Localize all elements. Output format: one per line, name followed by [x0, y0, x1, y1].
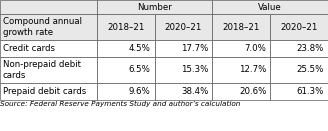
Text: 25.5%: 25.5% — [297, 66, 324, 75]
Text: 7.0%: 7.0% — [244, 44, 266, 53]
Bar — [0, 14, 97, 40]
Text: 12.7%: 12.7% — [239, 66, 266, 75]
Bar — [213, 83, 270, 100]
Bar — [97, 40, 154, 57]
Text: 2020–21: 2020–21 — [165, 23, 202, 31]
Text: 2020–21: 2020–21 — [280, 23, 318, 31]
Text: 15.3%: 15.3% — [181, 66, 209, 75]
Bar — [0, 57, 97, 83]
Bar — [97, 57, 154, 83]
Text: 2018–21: 2018–21 — [223, 23, 260, 31]
Text: 23.8%: 23.8% — [297, 44, 324, 53]
Text: Prepaid debit cards: Prepaid debit cards — [3, 87, 86, 96]
Bar — [0, 83, 97, 100]
Text: 20.6%: 20.6% — [239, 87, 266, 96]
Bar — [154, 40, 213, 57]
Text: Number: Number — [137, 2, 172, 12]
Bar — [154, 14, 213, 40]
Text: 4.5%: 4.5% — [129, 44, 151, 53]
Text: Credit cards: Credit cards — [3, 44, 55, 53]
Bar — [213, 0, 328, 14]
Text: Source: Federal Reserve Payments Study and author’s calculation: Source: Federal Reserve Payments Study a… — [0, 101, 240, 107]
Bar — [270, 83, 328, 100]
Text: 9.6%: 9.6% — [129, 87, 151, 96]
Bar — [97, 0, 213, 14]
Bar — [0, 0, 97, 14]
Bar — [154, 57, 213, 83]
Text: 61.3%: 61.3% — [297, 87, 324, 96]
Text: 6.5%: 6.5% — [129, 66, 151, 75]
Bar — [270, 40, 328, 57]
Text: Compound annual
growth rate: Compound annual growth rate — [3, 17, 82, 37]
Bar — [270, 14, 328, 40]
Text: 38.4%: 38.4% — [181, 87, 209, 96]
Bar — [97, 14, 154, 40]
Bar — [0, 40, 97, 57]
Bar — [213, 57, 270, 83]
Bar — [97, 83, 154, 100]
Text: 2018–21: 2018–21 — [107, 23, 144, 31]
Text: Value: Value — [258, 2, 282, 12]
Text: 17.7%: 17.7% — [181, 44, 209, 53]
Bar — [213, 14, 270, 40]
Bar — [154, 83, 213, 100]
Bar — [213, 40, 270, 57]
Text: Non-prepaid debit
cards: Non-prepaid debit cards — [3, 60, 81, 80]
Bar — [270, 57, 328, 83]
